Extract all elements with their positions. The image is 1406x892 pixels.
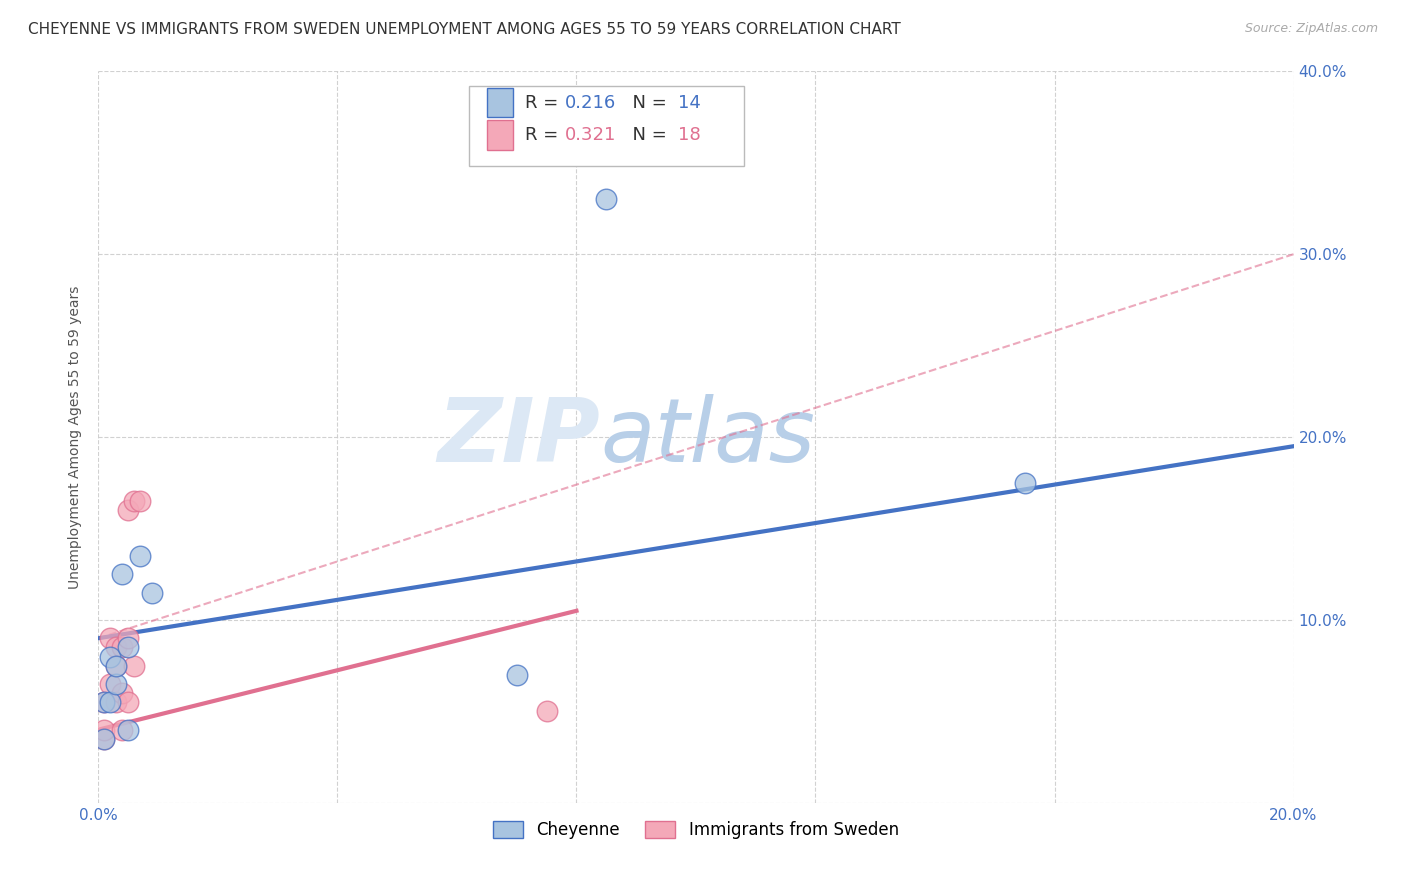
Text: R =: R = [524,126,564,144]
Text: N =: N = [620,94,672,112]
Point [111,567,134,582]
Point [105,658,128,673]
Y-axis label: Unemployment Among Ages 55 to 59 years: Unemployment Among Ages 55 to 59 years [69,285,83,589]
Point [117,503,139,517]
Point [111,723,134,737]
Point [105,677,128,691]
Text: 14: 14 [678,94,702,112]
Point [129,549,152,563]
Point [117,695,139,709]
Text: 0.216: 0.216 [565,94,616,112]
Point [117,632,139,646]
Point [93,731,115,746]
Point [105,658,128,673]
Point [98,695,122,709]
Point [98,649,122,664]
Legend: Cheyenne, Immigrants from Sweden: Cheyenne, Immigrants from Sweden [486,814,905,846]
Point [124,658,146,673]
Point [111,640,134,655]
Point [98,677,122,691]
Text: R =: R = [524,94,564,112]
Point [111,686,134,700]
FancyBboxPatch shape [470,86,744,167]
Point [117,640,139,655]
Text: 18: 18 [678,126,700,144]
Point [105,640,128,655]
Point [93,723,115,737]
Text: 0.321: 0.321 [565,126,616,144]
Point [105,695,128,709]
Point [117,723,139,737]
Text: N =: N = [620,126,672,144]
Text: atlas: atlas [600,394,815,480]
Text: CHEYENNE VS IMMIGRANTS FROM SWEDEN UNEMPLOYMENT AMONG AGES 55 TO 59 YEARS CORREL: CHEYENNE VS IMMIGRANTS FROM SWEDEN UNEMP… [28,22,901,37]
Point [93,695,115,709]
FancyBboxPatch shape [486,120,513,150]
Point [536,705,558,719]
Text: Source: ZipAtlas.com: Source: ZipAtlas.com [1244,22,1378,36]
Point [506,667,529,681]
Point [93,731,115,746]
Text: ZIP: ZIP [437,393,600,481]
Point [124,494,146,508]
Point [1014,475,1036,490]
Point [98,632,122,646]
Point [595,192,617,206]
Point [141,585,163,599]
Point [93,695,115,709]
FancyBboxPatch shape [486,88,513,118]
Point [129,494,152,508]
